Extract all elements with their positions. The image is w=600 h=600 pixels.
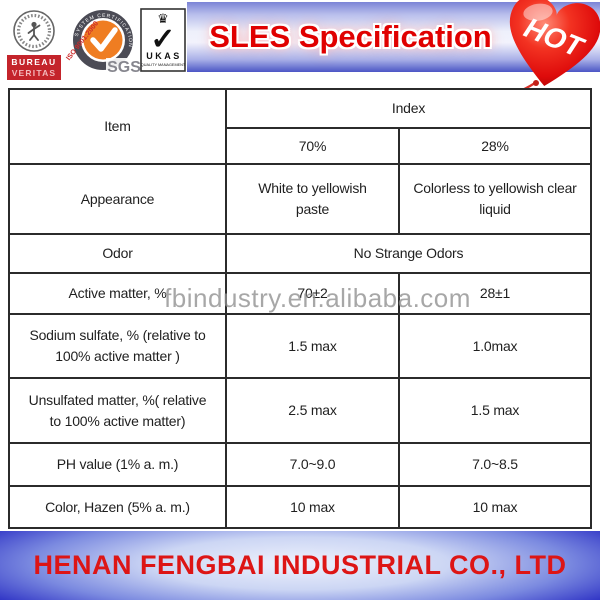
item-cell: Appearance [8,163,227,235]
item-cell: PH value (1% a. m.) [8,442,227,487]
bv-figure-icon [27,21,41,41]
value-70-cell: 2.5 max [225,377,400,444]
value-70-cell: White to yellowish paste [225,163,400,235]
item-cell: Unsulfated matter, %( relative to 100% a… [8,377,227,444]
spec-table: Item Index 70% 28% Appearance White to y… [8,88,592,529]
item-cell: Odor [8,233,227,274]
item-cell: Active matter, % [8,272,227,315]
ukas-check-icon: ✓ [150,23,175,56]
table-row-sodium-sulfate: Sodium sulfate, % (relative to 100% acti… [8,313,592,379]
odor-value-cell: No Strange Odors [225,233,592,274]
value-70-cell: 10 max [225,485,400,529]
table-row-active-matter: Active matter, % 70±2 28±1 [8,272,592,315]
ukas-subtitle-label: QUALITY MANAGEMENT [141,63,186,67]
value-28-cell: Colorless to yellowish clear liquid [398,163,592,235]
sgs-check-icon [90,27,118,52]
ukas-crown-icon: ♛ [157,11,169,26]
value-70-cell: 70±2 [225,272,400,315]
table-row-unsulfated: Unsulfated matter, %( relative to 100% a… [8,377,592,444]
sgs-name-label: SGS [107,59,141,76]
bureau-veritas-logo-icon: BUREAU VERITAS [7,10,61,80]
item-cell: Sodium sulfate, % (relative to 100% acti… [8,313,227,379]
header-index-cell: Index [225,88,592,129]
footer-banner: HENAN FENGBAI INDUSTRIAL CO., LTD [0,531,600,600]
ukas-name-label: UKAS [146,51,182,61]
header-item-cell: Item [8,88,227,165]
grade-28-cell: 28% [398,127,592,165]
value-28-cell: 1.0max [398,313,592,379]
bv-line2-label: VERITAS [12,68,57,78]
hot-heart-icon: HOT [509,0,600,87]
table-row-appearance: Appearance White to yellowish paste Colo… [8,163,592,235]
value-28-cell: 7.0~8.5 [398,442,592,487]
value-70-cell: 7.0~9.0 [225,442,400,487]
company-name: HENAN FENGBAI INDUSTRIAL CO., LTD [33,550,567,580]
page-title: SLES Specification [209,19,492,54]
table-row-odor: Odor No Strange Odors [8,233,592,274]
bv-ring-text-icon [16,13,52,49]
sgs-iso-logo-icon: SYSTEM CERTIFICATION ISO 9001:2000 SGS [65,10,142,76]
item-cell: Color, Hazen (5% a. m.) [8,485,227,529]
value-28-cell: 28±1 [398,272,592,315]
table-row-ph: PH value (1% a. m.) 7.0~9.0 7.0~8.5 [8,442,592,487]
grade-70-cell: 70% [225,127,400,165]
table-row-header: Item Index [8,88,592,165]
value-28-cell: 1.5 max [398,377,592,444]
ukas-logo-icon: ♛ ✓ UKAS QUALITY MANAGEMENT [140,8,186,72]
table-row-grades: 70% 28% [9,127,592,165]
table-row-color: Color, Hazen (5% a. m.) 10 max 10 max [8,485,592,529]
value-70-cell: 1.5 max [225,313,400,379]
value-28-cell: 10 max [398,485,592,529]
bv-line1-label: BUREAU [11,57,56,67]
